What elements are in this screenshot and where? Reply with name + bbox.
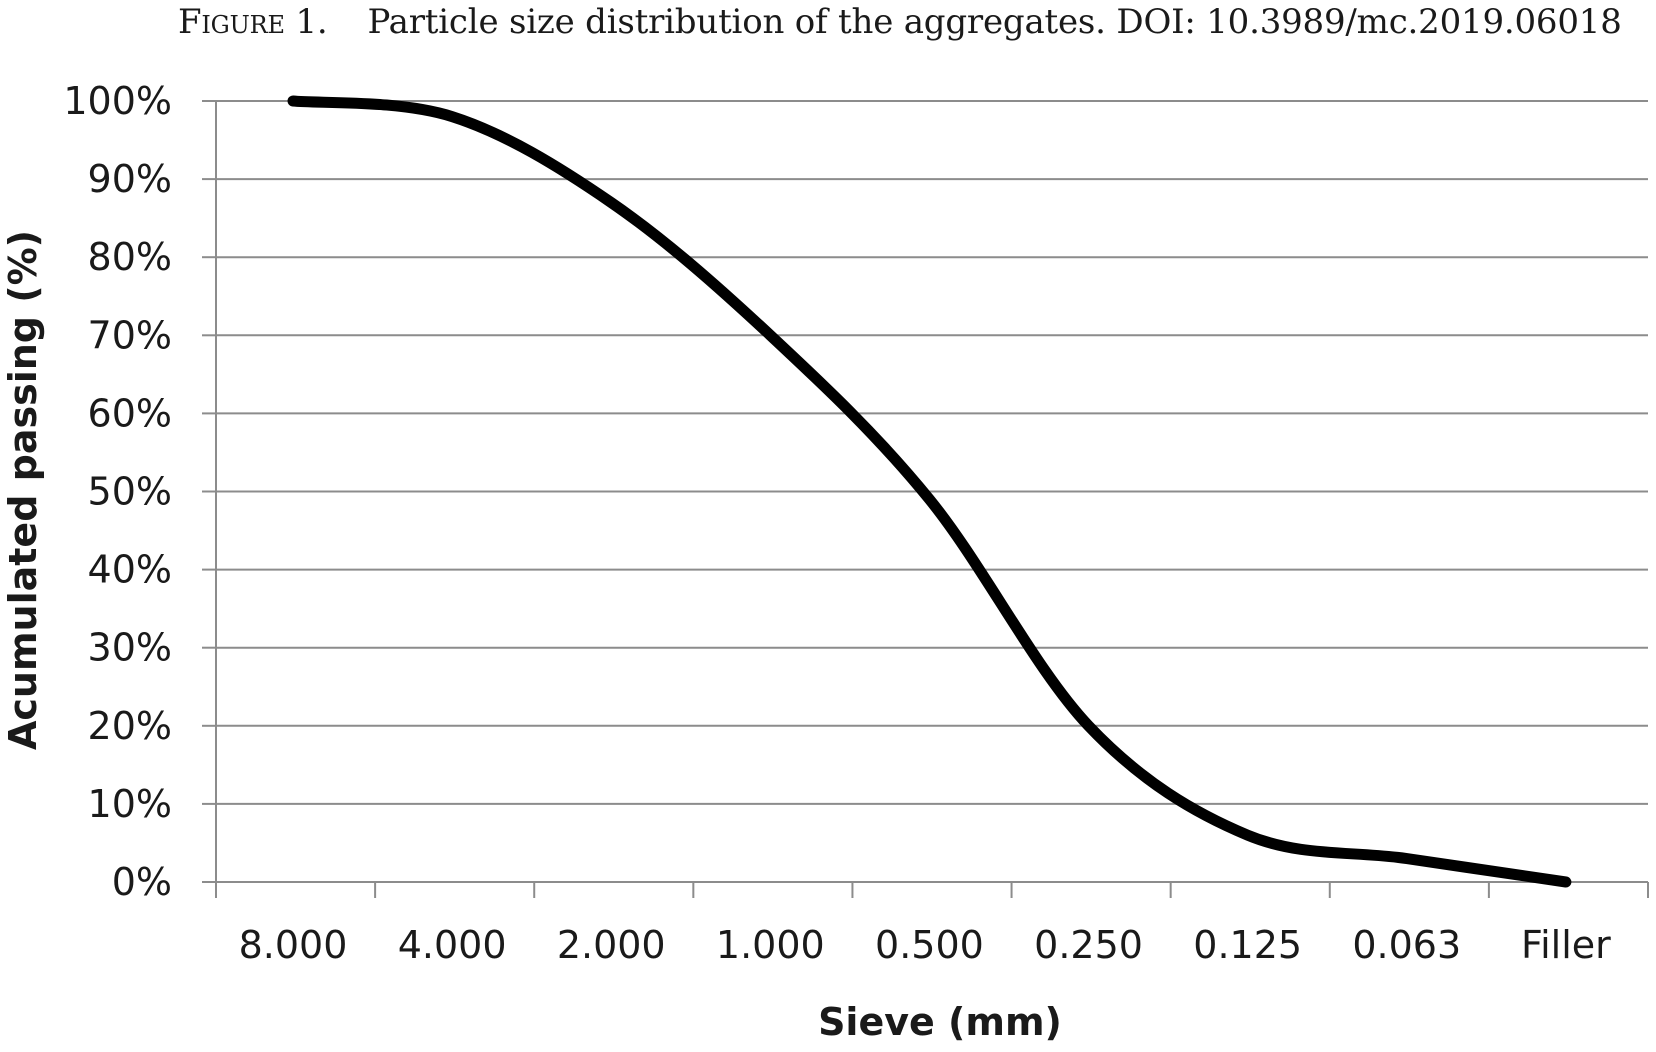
- x-tick-label: 1.000: [716, 923, 825, 967]
- figure-caption: Figure 1. Particle size distribution of t…: [178, 2, 1648, 42]
- x-tick-label: Filler: [1521, 923, 1611, 967]
- gridlines: [202, 100, 1648, 883]
- x-tick-label: 0.250: [1034, 923, 1143, 967]
- y-tick-label: 60%: [88, 391, 172, 435]
- series-layer: [287, 95, 1572, 888]
- y-tick-label: 20%: [88, 704, 172, 748]
- y-tick-label: 0%: [112, 860, 172, 904]
- x-tick-labels: 8.000 4.000 2.000 1.000 0.500 0.250 0.125 0.063…: [239, 923, 1612, 967]
- x-tick-label: 0.500: [875, 923, 984, 967]
- x-axis-title: Sieve (mm): [818, 1000, 1062, 1044]
- y-axis-title: Acumulated passing (%): [1, 230, 45, 750]
- x-tick-label: 2.000: [557, 923, 666, 967]
- axes: [215, 101, 1649, 898]
- y-tick-label: 50%: [88, 470, 172, 514]
- series-line: [287, 95, 1572, 888]
- figure-caption-text: Particle size distribution of the aggreg…: [367, 2, 1622, 42]
- y-tick-label: 80%: [88, 235, 172, 279]
- y-tick-label: 40%: [88, 548, 172, 592]
- y-tick-label: 30%: [88, 626, 172, 670]
- x-tick-label: 0.125: [1193, 923, 1302, 967]
- y-tick-label: 90%: [88, 157, 172, 201]
- y-tick-label: 10%: [88, 782, 172, 826]
- x-tick-label: 0.063: [1352, 923, 1461, 967]
- x-tick-label: 4.000: [398, 923, 507, 967]
- x-tick-label: 8.000: [239, 923, 348, 967]
- y-tick-label: 70%: [88, 313, 172, 357]
- y-tick-label: 100%: [63, 79, 172, 123]
- figure-label: Figure 1.: [178, 2, 328, 42]
- y-tick-labels: 0% 10% 20% 30% 40% 50% 60% 70% 80% 90% 100%: [63, 79, 172, 904]
